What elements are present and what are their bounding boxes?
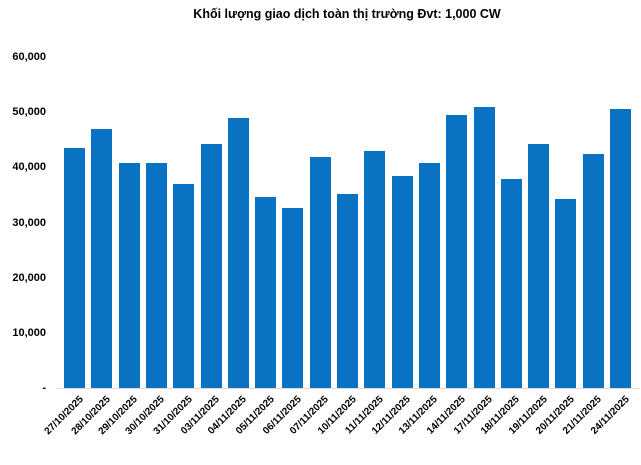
y-tick-label: 50,000 [12, 106, 46, 119]
bar-07/11/2025 [309, 156, 331, 388]
y-tick-label: 20,000 [12, 271, 46, 284]
bar-27/10/2025 [64, 148, 85, 388]
bar-29/10/2025 [118, 163, 140, 388]
y-tick-label: 40,000 [12, 161, 46, 174]
y-tick-label: - [42, 382, 46, 394]
bar-24/11/2025 [610, 108, 631, 388]
x-axis-line [57, 388, 639, 389]
bar-14/11/2025 [446, 114, 468, 388]
bar-21/11/2025 [582, 154, 604, 388]
bar-18/11/2025 [500, 179, 522, 388]
bar-chart: Khối lượng giao dịch toàn thị trường Đvt… [12, 7, 639, 437]
bar-03/11/2025 [200, 143, 222, 388]
y-tick-label: 60,000 [12, 51, 46, 63]
bar-12/11/2025 [391, 176, 413, 388]
bar-19/11/2025 [528, 143, 550, 388]
bar-13/11/2025 [418, 162, 440, 388]
y-tick-label: 30,000 [12, 216, 46, 229]
bar-17/11/2025 [473, 107, 495, 388]
chart-title: Khối lượng giao dịch toàn thị trường Đvt… [193, 7, 501, 21]
bar-20/11/2025 [555, 199, 577, 388]
bar-10/11/2025 [337, 193, 358, 388]
y-tick-label: 10,000 [12, 326, 46, 339]
bar-31/10/2025 [173, 183, 195, 388]
bar-05/11/2025 [255, 197, 277, 388]
bar-06/11/2025 [282, 208, 304, 388]
bar-30/10/2025 [145, 162, 167, 388]
bar-04/11/2025 [227, 118, 249, 388]
bar-28/10/2025 [91, 129, 113, 388]
bar-11/11/2025 [364, 150, 386, 388]
